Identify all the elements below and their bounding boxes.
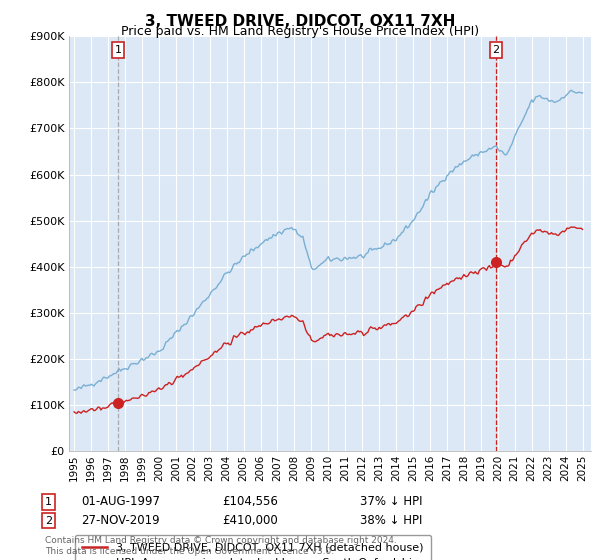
- Text: 2: 2: [45, 516, 52, 526]
- Text: Price paid vs. HM Land Registry's House Price Index (HPI): Price paid vs. HM Land Registry's House …: [121, 25, 479, 38]
- Text: 27-NOV-2019: 27-NOV-2019: [81, 514, 160, 526]
- Text: 1: 1: [45, 497, 52, 507]
- Text: 3, TWEED DRIVE, DIDCOT, OX11 7XH: 3, TWEED DRIVE, DIDCOT, OX11 7XH: [145, 14, 455, 29]
- Text: 2: 2: [493, 45, 500, 55]
- Text: Contains HM Land Registry data © Crown copyright and database right 2024.
This d: Contains HM Land Registry data © Crown c…: [45, 536, 397, 556]
- Text: 1: 1: [115, 45, 121, 55]
- Text: 37% ↓ HPI: 37% ↓ HPI: [360, 495, 422, 508]
- Text: 01-AUG-1997: 01-AUG-1997: [81, 495, 160, 508]
- Legend: 3, TWEED DRIVE, DIDCOT, OX11 7XH (detached house), HPI: Average price, detached : 3, TWEED DRIVE, DIDCOT, OX11 7XH (detach…: [74, 535, 431, 560]
- Text: £104,556: £104,556: [222, 495, 278, 508]
- Text: £410,000: £410,000: [222, 514, 278, 526]
- Text: 38% ↓ HPI: 38% ↓ HPI: [360, 514, 422, 526]
